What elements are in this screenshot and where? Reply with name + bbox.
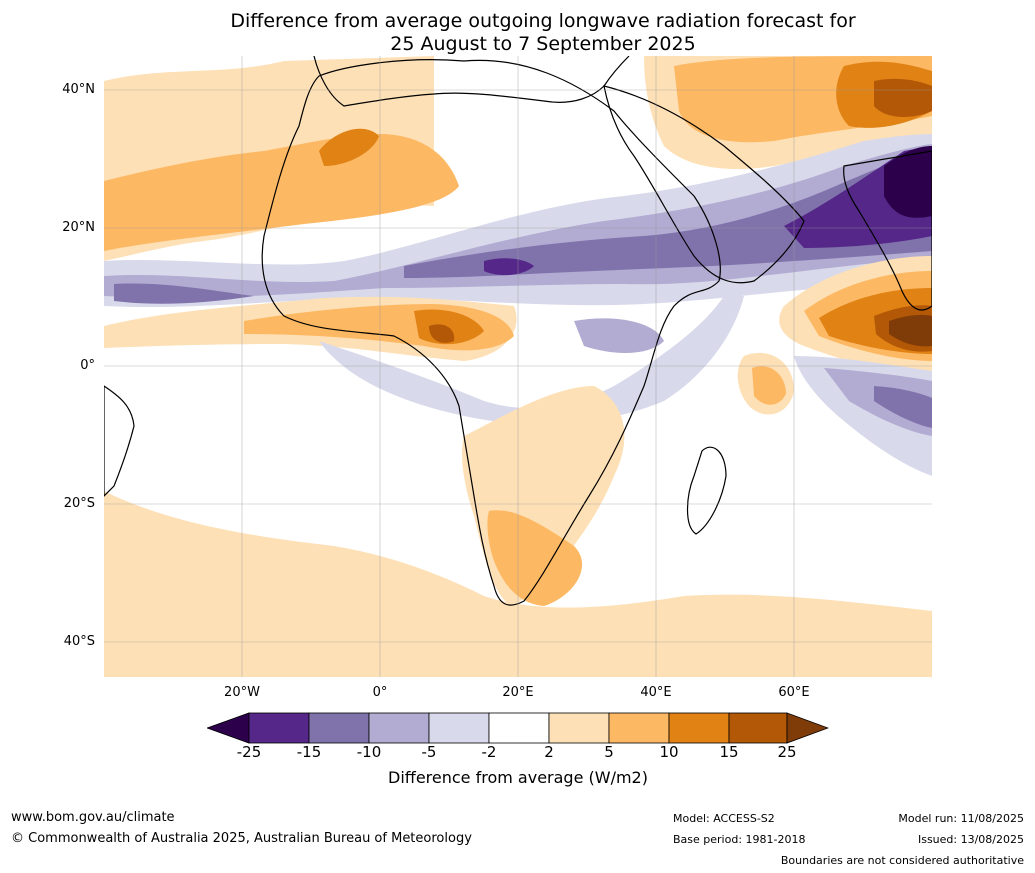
lat-tick-0: 0°	[80, 358, 95, 373]
olr-anomaly-map	[104, 56, 932, 677]
colorbar-tick: 10	[659, 743, 679, 761]
colorbar-swatch	[428, 712, 490, 744]
website-link[interactable]: www.bom.gov.au/climate	[11, 810, 175, 825]
map-panel	[104, 56, 932, 677]
colorbar-tick: -15	[296, 743, 322, 761]
anomaly-region	[429, 324, 455, 343]
map-title: Difference from average outgoing longwav…	[0, 10, 1035, 56]
lon-tick-60e: 60°E	[778, 685, 810, 700]
anomaly-region	[484, 258, 534, 276]
colorbar-swatch	[308, 712, 370, 744]
colorbar-label: Difference from average (W/m2)	[388, 768, 648, 787]
anomaly-region	[487, 510, 583, 606]
colorbar-tick: 2	[544, 743, 554, 761]
base-period: Base period: 1981-2018	[673, 833, 806, 846]
anomaly-region	[114, 283, 254, 304]
model-name: Model: ACCESS-S2	[673, 812, 775, 825]
colorbar-tick: -5	[421, 743, 437, 761]
colorbar-swatch	[548, 712, 610, 744]
colorbar-tick: 25	[777, 743, 797, 761]
anomaly-region	[319, 296, 744, 425]
colorbar-swatch	[248, 712, 310, 744]
africa-coastline	[261, 59, 721, 606]
india-coastline	[843, 150, 932, 311]
anomaly-region	[319, 128, 379, 166]
anomaly-region	[574, 318, 664, 353]
colorbar-tick: -25	[236, 743, 262, 761]
lon-tick-20e: 20°E	[502, 685, 534, 700]
lat-tick-20n: 20°N	[62, 220, 95, 235]
colorbar-tick: -2	[481, 743, 497, 761]
anomaly-region	[404, 151, 932, 278]
lat-tick-20s: 20°S	[63, 496, 95, 511]
madagascar-coastline	[686, 446, 727, 535]
colorbar-swatch	[488, 712, 550, 744]
lon-tick-0: 0°	[372, 685, 388, 700]
lat-tick-40s: 40°S	[63, 634, 95, 649]
boundaries-disclaimer: Boundaries are not considered authoritat…	[780, 854, 1024, 867]
lon-tick-20w: 20°W	[224, 685, 260, 700]
arabia-coastline	[603, 85, 805, 284]
anomaly-region	[104, 491, 932, 677]
anomaly-region	[874, 78, 932, 118]
anomaly-region	[874, 386, 932, 428]
anomaly-region	[104, 134, 459, 251]
colorbar-swatch	[728, 712, 788, 744]
issued-date: Issued: 13/08/2025	[917, 833, 1024, 846]
colorbar-swatch	[608, 712, 670, 744]
south-america-coastline	[104, 385, 135, 497]
model-run: Model run: 11/08/2025	[898, 812, 1024, 825]
colorbar-swatch	[668, 712, 730, 744]
copyright-text: © Commonwealth of Australia 2025, Austra…	[11, 831, 472, 846]
colorbar-extend-high	[786, 712, 829, 744]
colorbar-swatch	[368, 712, 430, 744]
colorbar-tick: 5	[604, 743, 614, 761]
anomaly-region	[752, 366, 786, 405]
lat-tick-40n: 40°N	[62, 82, 95, 97]
colorbar-tick: -10	[356, 743, 382, 761]
graticule	[104, 56, 932, 677]
europe-coastline	[313, 56, 630, 107]
colorbar-tick: 15	[719, 743, 739, 761]
anomaly-region	[884, 146, 932, 218]
lon-tick-40e: 40°E	[640, 685, 672, 700]
colorbar	[207, 712, 829, 744]
title-line-2: 25 August to 7 September 2025	[390, 33, 696, 55]
colorbar-extend-low	[207, 712, 250, 744]
anomaly-region	[889, 314, 932, 347]
title-line-1: Difference from average outgoing longwav…	[230, 10, 856, 32]
